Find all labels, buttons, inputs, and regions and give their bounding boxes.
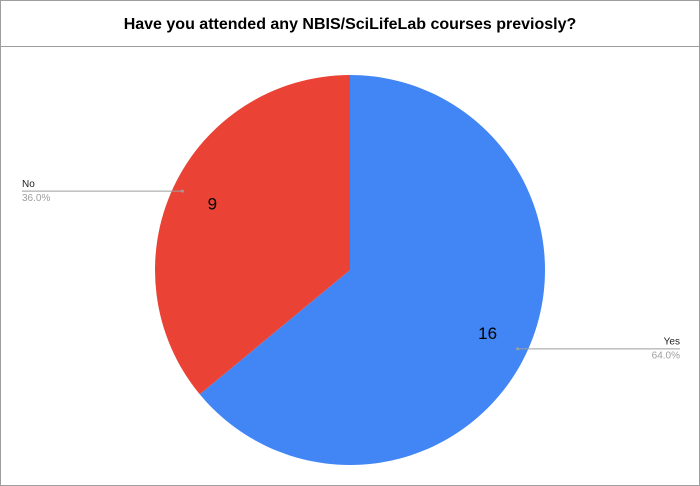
pie-slice [199, 75, 545, 466]
legend-label: No [22, 179, 35, 190]
percent-label: 36.0% [22, 193, 50, 204]
leader-dot [180, 189, 184, 193]
legend-label: Yes [664, 337, 680, 348]
chart-title: Have you attended any NBIS/SciLifeLab co… [124, 16, 577, 33]
percent-label: 64.0% [652, 351, 680, 362]
data-label: 16 [478, 324, 497, 343]
pie-slice [155, 75, 350, 395]
leader-dot [516, 347, 520, 351]
data-label: 9 [208, 195, 217, 214]
